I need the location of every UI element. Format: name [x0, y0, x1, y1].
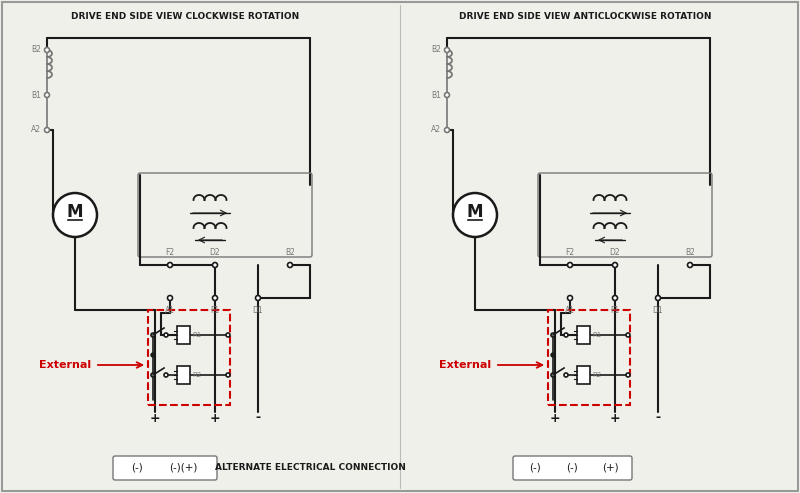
- Circle shape: [445, 128, 450, 133]
- Text: F1: F1: [610, 306, 619, 315]
- Circle shape: [613, 262, 618, 268]
- Circle shape: [151, 353, 155, 357]
- Circle shape: [626, 373, 630, 377]
- Circle shape: [255, 295, 261, 301]
- Text: A1: A1: [165, 306, 175, 315]
- Text: R1: R1: [593, 332, 602, 338]
- Text: B2: B2: [431, 45, 441, 55]
- FancyBboxPatch shape: [113, 456, 217, 480]
- Circle shape: [226, 333, 230, 337]
- Circle shape: [213, 295, 218, 301]
- Circle shape: [567, 295, 573, 301]
- Circle shape: [445, 47, 450, 52]
- Text: A2: A2: [31, 126, 41, 135]
- Text: R1: R1: [193, 332, 202, 338]
- Text: External: External: [39, 360, 91, 370]
- Bar: [177, 326, 190, 344]
- Text: DRIVE END SIDE VIEW ANTICLOCKWISE ROTATION: DRIVE END SIDE VIEW ANTICLOCKWISE ROTATI…: [458, 12, 711, 21]
- Text: (-): (-): [529, 463, 541, 473]
- Circle shape: [613, 295, 618, 301]
- Circle shape: [551, 353, 555, 357]
- Text: DRIVE END SIDE VIEW CLOCKWISE ROTATION: DRIVE END SIDE VIEW CLOCKWISE ROTATION: [71, 12, 299, 21]
- Text: B2: B2: [31, 45, 41, 55]
- Circle shape: [45, 47, 50, 52]
- Circle shape: [287, 262, 293, 268]
- Text: +: +: [210, 412, 220, 424]
- Circle shape: [445, 93, 450, 98]
- Text: B1: B1: [431, 91, 441, 100]
- FancyBboxPatch shape: [513, 456, 632, 480]
- Circle shape: [564, 373, 568, 377]
- Circle shape: [226, 373, 230, 377]
- Circle shape: [164, 373, 168, 377]
- Circle shape: [167, 262, 173, 268]
- Bar: [577, 366, 590, 384]
- Text: -: -: [255, 412, 261, 424]
- Text: B1: B1: [31, 91, 41, 100]
- Circle shape: [45, 128, 50, 133]
- Text: D2: D2: [610, 248, 620, 257]
- Text: (-): (-): [566, 463, 578, 473]
- Text: (-)(+): (-)(+): [169, 463, 197, 473]
- Circle shape: [53, 193, 97, 237]
- Text: D1: D1: [253, 306, 263, 315]
- Text: D2: D2: [210, 248, 220, 257]
- Bar: [177, 366, 190, 384]
- Text: B2: B2: [285, 248, 295, 257]
- Circle shape: [213, 262, 218, 268]
- Text: A1: A1: [565, 306, 575, 315]
- Circle shape: [164, 333, 168, 337]
- Bar: [548, 310, 630, 405]
- Text: R2: R2: [593, 372, 602, 378]
- Text: F1: F1: [210, 306, 219, 315]
- Circle shape: [167, 295, 173, 301]
- Circle shape: [45, 93, 50, 98]
- Circle shape: [564, 333, 568, 337]
- Text: External: External: [439, 360, 491, 370]
- Bar: [577, 326, 590, 344]
- Circle shape: [551, 373, 555, 377]
- Text: D1: D1: [653, 306, 663, 315]
- Text: B2: B2: [685, 248, 695, 257]
- Circle shape: [567, 262, 573, 268]
- Circle shape: [551, 333, 555, 337]
- Text: +: +: [150, 412, 160, 424]
- Text: -: -: [655, 412, 661, 424]
- Text: +: +: [550, 412, 560, 424]
- Circle shape: [626, 333, 630, 337]
- Text: M: M: [66, 203, 83, 221]
- Text: F2: F2: [166, 248, 174, 257]
- Text: (+): (+): [602, 463, 618, 473]
- Bar: [148, 310, 230, 405]
- Circle shape: [687, 262, 693, 268]
- Text: R2: R2: [193, 372, 202, 378]
- Circle shape: [655, 295, 661, 301]
- Text: M: M: [466, 203, 483, 221]
- Text: A2: A2: [431, 126, 441, 135]
- Text: F2: F2: [566, 248, 574, 257]
- Circle shape: [151, 373, 155, 377]
- Text: (-): (-): [131, 463, 143, 473]
- Text: +: +: [610, 412, 620, 424]
- Text: ALTERNATE ELECTRICAL CONNECTION: ALTERNATE ELECTRICAL CONNECTION: [214, 463, 406, 472]
- Circle shape: [453, 193, 497, 237]
- Circle shape: [151, 333, 155, 337]
